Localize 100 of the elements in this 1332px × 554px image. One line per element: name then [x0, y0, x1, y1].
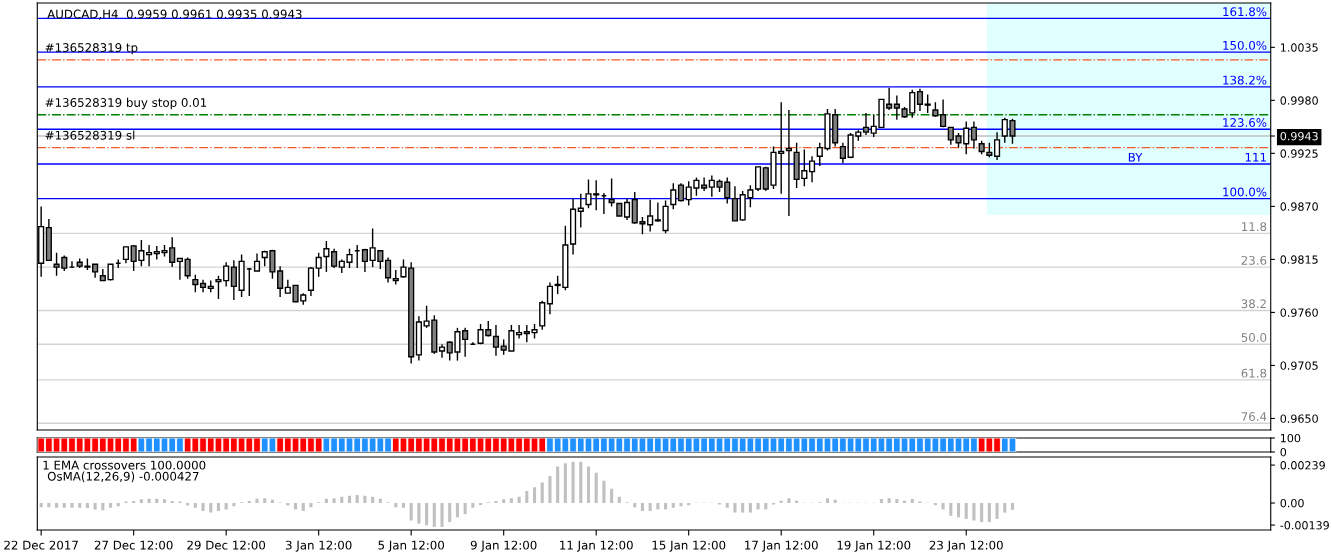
x-tick-label: 3 Jan 12:00 [285, 540, 352, 552]
bar [93, 503, 97, 510]
y-tick-label: 0 [1280, 447, 1287, 457]
bar [502, 499, 506, 504]
candlestick [677, 182, 685, 203]
x-tick-label: 15 Jan 12:00 [652, 540, 726, 552]
bar [201, 503, 205, 511]
bar [347, 495, 352, 504]
bar [664, 503, 668, 510]
bar [371, 496, 375, 504]
candlestick [384, 256, 392, 284]
annotation: 161.8% [1223, 7, 1267, 17]
candlestick [940, 98, 947, 129]
bar [748, 503, 752, 513]
x-tick-label: 19 Jan 12:00 [837, 540, 911, 552]
bar [571, 461, 575, 504]
bar [224, 503, 228, 510]
bar [324, 498, 328, 504]
bar [640, 503, 644, 511]
bar [833, 499, 837, 504]
candlestick [492, 324, 500, 357]
bar [132, 500, 136, 504]
bar [579, 461, 583, 504]
y-tick-label: -0.00139 [1280, 521, 1329, 530]
bar [309, 503, 313, 508]
candlestick [839, 142, 846, 164]
annotation: 38.2 [1241, 299, 1266, 309]
bar [586, 466, 591, 504]
bar [548, 476, 552, 504]
bar [417, 503, 421, 524]
bar [255, 498, 259, 504]
bar [162, 499, 167, 504]
x-tick-label: 11 Jan 12:00 [560, 540, 633, 552]
bar [270, 499, 274, 504]
candlestick [315, 251, 322, 278]
candlestick [145, 244, 153, 267]
candlestick [701, 176, 708, 192]
bar [825, 498, 830, 504]
y-tick-label: 0.9815 [1280, 255, 1318, 264]
candlestick [785, 109, 793, 217]
bar [633, 503, 637, 508]
bar [62, 503, 66, 508]
bar [294, 503, 298, 510]
annotation: 50.0 [1241, 333, 1267, 342]
candlestick [916, 88, 924, 112]
annotation: 23.6 [1241, 255, 1267, 265]
bar [432, 503, 436, 527]
bar [941, 503, 945, 510]
candlestick [184, 256, 191, 280]
bar [479, 503, 483, 506]
annotation: 61.8 [1241, 368, 1267, 378]
bar [85, 503, 89, 509]
bar [263, 498, 267, 504]
bar [756, 503, 760, 510]
bar [733, 503, 737, 513]
bar [409, 503, 413, 521]
y-tick-label: 0.9760 [1280, 308, 1318, 317]
bar [332, 498, 336, 504]
candlestick [323, 240, 330, 273]
bar [1003, 503, 1007, 513]
bar [440, 503, 444, 527]
bar [39, 503, 43, 508]
candlestick [924, 93, 931, 114]
y-tick-label: 0.9650 [1280, 414, 1318, 423]
candlestick [176, 257, 183, 281]
bar [155, 498, 159, 504]
bar [594, 472, 598, 504]
x-tick-label: 9 Jan 12:00 [470, 540, 537, 552]
candlestick [731, 185, 739, 222]
x-tick-label: 5 Jan 12:00 [378, 540, 445, 552]
bar [340, 496, 344, 504]
bar [147, 498, 151, 504]
bar [949, 503, 953, 516]
y-tick-label: 0.00239 [1280, 461, 1325, 470]
bar [401, 503, 406, 508]
bar [47, 503, 51, 508]
bar [764, 503, 768, 510]
candlestick [754, 166, 762, 192]
bar [540, 482, 544, 504]
bar [170, 500, 174, 504]
bar [887, 498, 891, 504]
annotation: 76.4 [1241, 412, 1267, 421]
y-tick-label: 0.00 [1280, 499, 1304, 508]
bar [78, 503, 82, 508]
bar [964, 503, 968, 519]
candlestick [670, 182, 677, 210]
bar [602, 480, 606, 504]
y-tick-label: 1.0035 [1280, 43, 1318, 52]
candlestick [331, 248, 338, 269]
bar [355, 495, 359, 504]
y-tick-label: 100 [1280, 433, 1301, 443]
bar [972, 503, 976, 521]
bar [425, 503, 429, 526]
bar [648, 503, 652, 511]
bar [741, 503, 745, 513]
bar [193, 503, 197, 508]
bar [787, 498, 791, 504]
bar [116, 503, 120, 507]
bar [556, 466, 560, 504]
annotation: 100.0% [1223, 187, 1267, 197]
